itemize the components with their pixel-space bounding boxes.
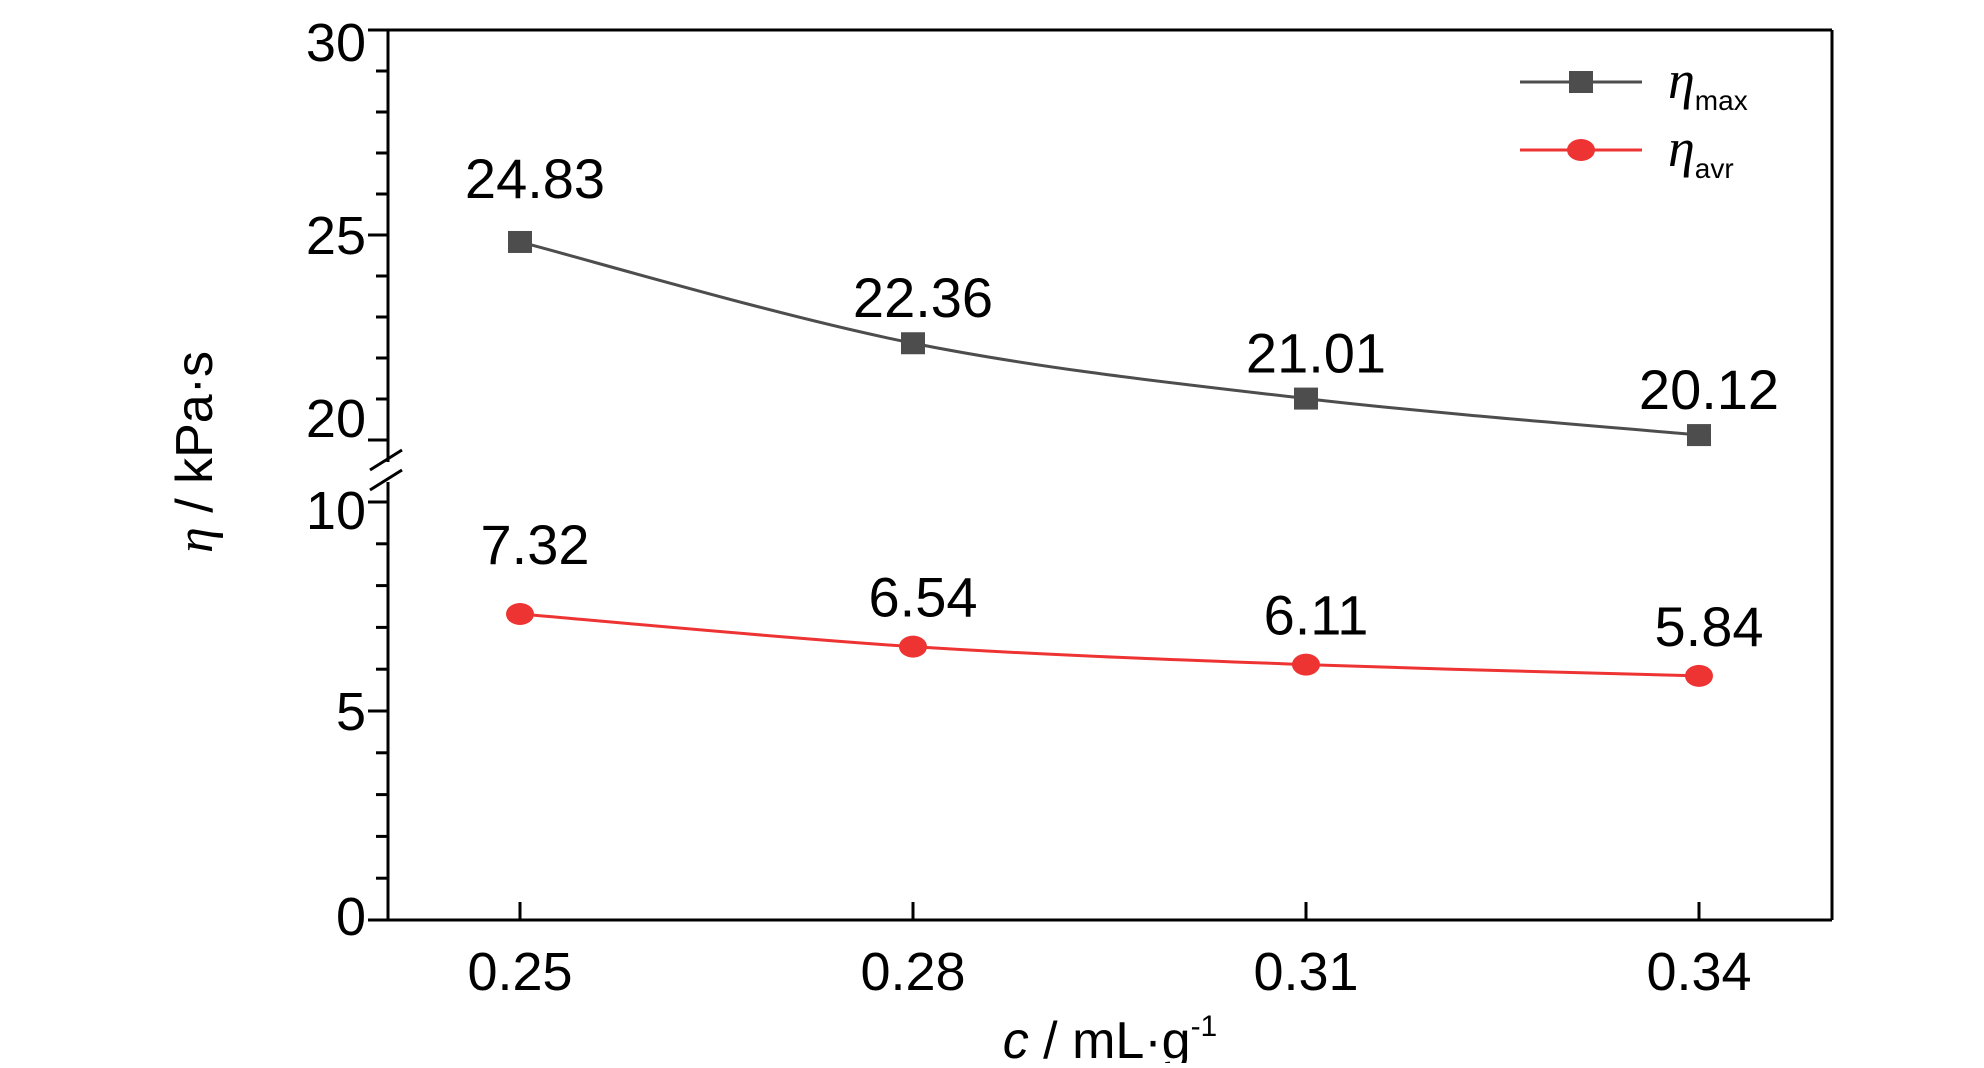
- data-label-max: 20.12: [1639, 358, 1779, 421]
- x-tick-label: 0.28: [860, 942, 965, 1002]
- x-tick-label: 0.31: [1253, 942, 1358, 1002]
- data-label-avr: 7.32: [481, 513, 590, 576]
- data-point-max: [1687, 424, 1711, 447]
- legend-marker-avr: [1567, 139, 1595, 161]
- data-point-avr: [1685, 664, 1713, 687]
- x-tick-label: 0.34: [1646, 942, 1751, 1002]
- data-point-avr: [506, 603, 534, 626]
- data-label-max: 21.01: [1246, 322, 1386, 385]
- axis-break-mark: [369, 468, 403, 492]
- legend-marker-max: [1569, 71, 1593, 93]
- data-point-avr: [899, 635, 927, 658]
- legend-label-max: ηmax: [1668, 50, 1748, 116]
- data-label-max: 24.83: [465, 147, 605, 210]
- y-tick-label: 30: [306, 13, 366, 73]
- data-point-avr: [1292, 653, 1320, 676]
- x-tick-label: 0.25: [467, 942, 572, 1002]
- axis-break-mark: [369, 448, 403, 472]
- series-line-max: [519, 240, 1700, 437]
- data-point-max: [1294, 387, 1318, 410]
- y-tick-label: 10: [306, 481, 366, 541]
- y-tick-label: 25: [306, 206, 366, 266]
- y-tick-label: 20: [306, 389, 366, 449]
- data-label-avr: 5.84: [1655, 595, 1764, 658]
- y-tick-label: 5: [336, 682, 366, 742]
- data-label-avr: 6.11: [1264, 584, 1369, 647]
- y-axis-title: η / kPa·s: [166, 351, 224, 553]
- series-line-avr: [519, 612, 1700, 678]
- data-point-max: [508, 230, 532, 253]
- data-point-max: [901, 332, 925, 355]
- data-label-max: 22.36: [853, 266, 993, 329]
- legend-label-avr: ηavr: [1668, 118, 1734, 184]
- data-label-avr: 6.54: [869, 566, 978, 629]
- y-tick-label: 0: [336, 887, 366, 947]
- x-axis-title: c / mL·g-1: [1003, 1010, 1218, 1063]
